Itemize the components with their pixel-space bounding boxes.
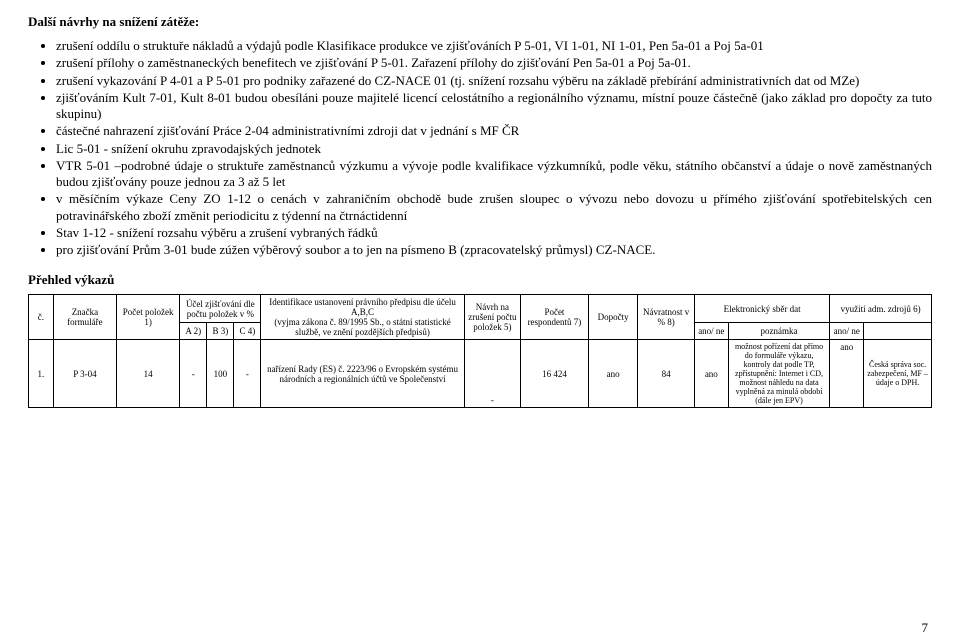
cell-pocet: 14	[117, 340, 180, 408]
cell-esber-pozn: možnost pořízení dat přímo do formuláře …	[728, 340, 830, 408]
th-C: C 4)	[234, 323, 261, 340]
cell-C: -	[234, 340, 261, 408]
th-B: B 3)	[207, 323, 234, 340]
list-item: VTR 5-01 –podrobné údaje o struktuře zam…	[56, 158, 932, 191]
th-num: č.	[29, 295, 54, 340]
cell-A: -	[180, 340, 207, 408]
page-number: 7	[922, 620, 929, 636]
th-resp: Počet respondentů 7)	[521, 295, 589, 340]
th-znacka: Značka formuláře	[53, 295, 116, 340]
th-dopocty: Dopočty	[588, 295, 638, 340]
list-item: zrušení přílohy o zaměstnaneckých benefi…	[56, 55, 932, 71]
section-heading: Další návrhy na snížení zátěže:	[28, 14, 932, 30]
survey-table: č. Značka formuláře Počet položek 1) Úče…	[28, 294, 932, 408]
cell-navrat: 84	[638, 340, 694, 408]
list-item: částečné nahrazení zjišťování Práce 2-04…	[56, 123, 932, 139]
th-esber: Elektronický sběr dat	[694, 295, 829, 323]
list-item: zrušení oddílu o struktuře nákladů a výd…	[56, 38, 932, 54]
cell-esber-ano: ano	[694, 340, 728, 408]
overview-title: Přehled výkazů	[28, 272, 932, 288]
cell-vyuziti-txt: Česká správa soc. zabezpečení, MF – údaj…	[864, 340, 932, 408]
cell-dopocty: ano	[588, 340, 638, 408]
list-item: pro zjišťování Prům 3-01 bude zúžen výbě…	[56, 242, 932, 258]
cell-vyuziti-ano: ano	[830, 340, 864, 408]
th-vyuziti-txt	[864, 323, 932, 340]
cell-navrh: -	[464, 340, 520, 408]
th-ident: Identifikace ustanovení právního předpis…	[261, 295, 464, 340]
list-item: zrušení vykazování P 4-01 a P 5-01 pro p…	[56, 73, 932, 89]
th-navrat: Návratnost v % 8)	[638, 295, 694, 340]
table-row: 1. P 3-04 14 - 100 - nařízení Rady (ES) …	[29, 340, 932, 408]
cell-znacka: P 3-04	[53, 340, 116, 408]
cell-ident: nařízení Rady (ES) č. 2223/96 o Evropské…	[261, 340, 464, 408]
proposal-list: zrušení oddílu o struktuře nákladů a výd…	[28, 38, 932, 258]
list-item: v měsíčním výkaze Ceny ZO 1-12 o cenách …	[56, 191, 932, 224]
th-ucel: Účel zjišťování dle počtu položek v %	[180, 295, 261, 323]
th-vyuziti-ano: ano/ ne	[830, 323, 864, 340]
cell-num: 1.	[29, 340, 54, 408]
th-esber-ano: ano/ ne	[694, 323, 728, 340]
th-A: A 2)	[180, 323, 207, 340]
th-pocet: Počet položek 1)	[117, 295, 180, 340]
list-item: zjišťováním Kult 7-01, Kult 8-01 budou o…	[56, 90, 932, 123]
th-vyuziti: využití adm. zdrojů 6)	[830, 295, 932, 323]
th-navrh: Návrh na zrušení počtu položek 5)	[464, 295, 520, 340]
list-item: Stav 1-12 - snížení rozsahu výběru a zru…	[56, 225, 932, 241]
cell-B: 100	[207, 340, 234, 408]
list-item: Lic 5-01 - snížení okruhu zpravodajských…	[56, 141, 932, 157]
th-esber-pozn: poznámka	[728, 323, 830, 340]
cell-resp: 16 424	[521, 340, 589, 408]
